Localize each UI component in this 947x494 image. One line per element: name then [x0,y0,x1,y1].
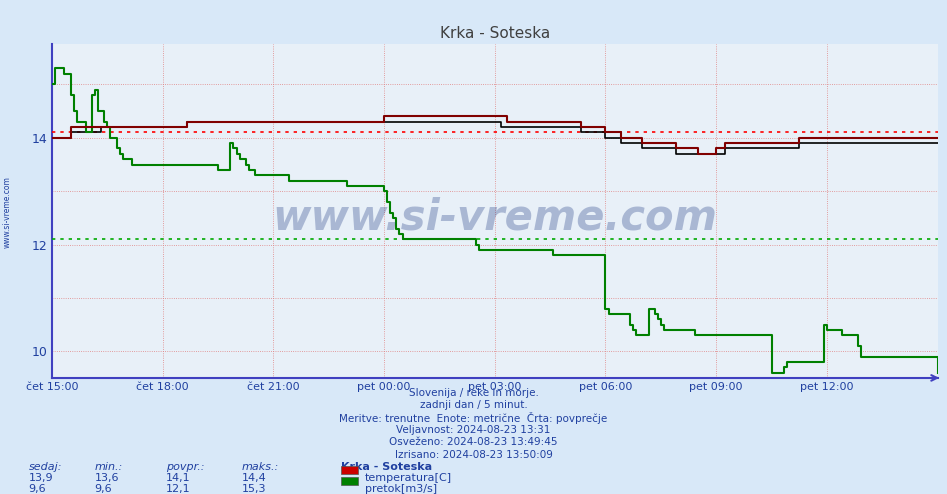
Text: 14,4: 14,4 [241,473,266,483]
Text: www.si-vreme.com: www.si-vreme.com [273,197,717,239]
Text: Veljavnost: 2024-08-23 13:31: Veljavnost: 2024-08-23 13:31 [396,425,551,435]
Text: 13,9: 13,9 [28,473,53,483]
Text: min.:: min.: [95,462,123,472]
Text: 12,1: 12,1 [166,484,190,494]
Text: Osveženo: 2024-08-23 13:49:45: Osveženo: 2024-08-23 13:49:45 [389,437,558,447]
Text: Slovenija / reke in morje.: Slovenija / reke in morje. [408,388,539,398]
Text: zadnji dan / 5 minut.: zadnji dan / 5 minut. [420,400,527,410]
Text: Meritve: trenutne  Enote: metrične  Črta: povprečje: Meritve: trenutne Enote: metrične Črta: … [339,412,608,424]
Text: maks.:: maks.: [241,462,278,472]
Text: temperatura[C]: temperatura[C] [365,473,452,483]
Text: pretok[m3/s]: pretok[m3/s] [365,484,437,494]
Title: Krka - Soteska: Krka - Soteska [439,26,550,41]
Text: 13,6: 13,6 [95,473,119,483]
Text: Izrisano: 2024-08-23 13:50:09: Izrisano: 2024-08-23 13:50:09 [395,450,552,459]
Text: sedaj:: sedaj: [28,462,62,472]
Text: Krka - Soteska: Krka - Soteska [341,462,432,472]
Text: www.si-vreme.com: www.si-vreme.com [3,176,12,248]
Text: povpr.:: povpr.: [166,462,205,472]
Text: 15,3: 15,3 [241,484,266,494]
Text: 9,6: 9,6 [95,484,113,494]
Text: 9,6: 9,6 [28,484,46,494]
Text: 14,1: 14,1 [166,473,190,483]
